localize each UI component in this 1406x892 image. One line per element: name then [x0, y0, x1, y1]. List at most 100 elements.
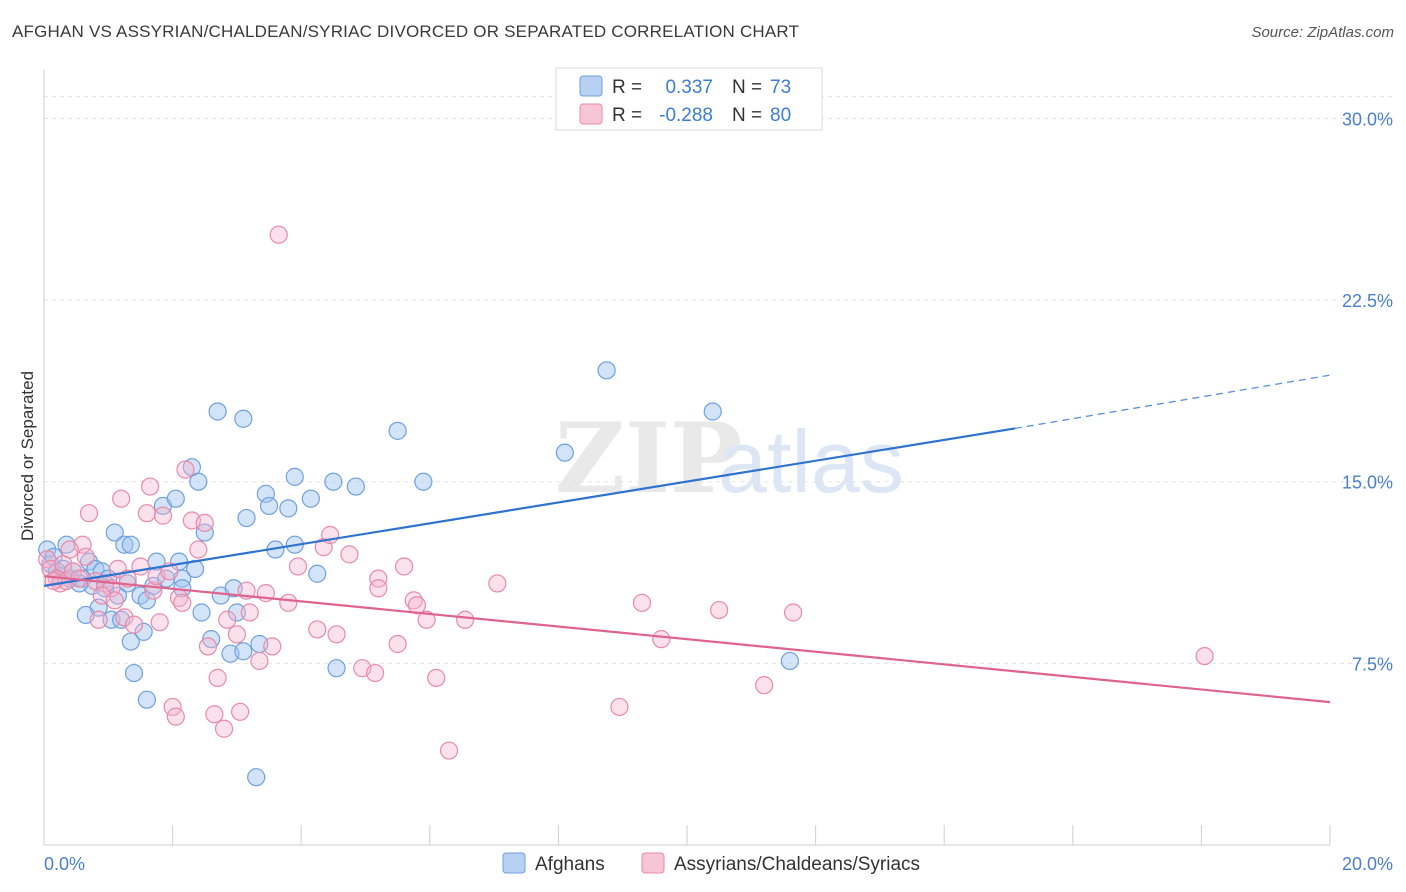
afghan-point-17	[115, 535, 134, 554]
assyrian-point-70	[632, 593, 652, 612]
watermark: ZIP atlas	[555, 402, 904, 515]
afghan-point-55	[308, 564, 327, 583]
assyrian-point-48	[269, 225, 288, 244]
assyrian-point-22	[140, 477, 160, 496]
assyrian-point-36	[198, 637, 218, 656]
assyrian-point-62	[404, 591, 423, 610]
afghan-trend-extension	[1014, 374, 1331, 430]
afghan-point-61	[555, 443, 574, 462]
assyrian-point-20	[131, 557, 150, 576]
bottom-legend-afghans: Afghans	[535, 854, 605, 875]
y-tick-label-1: 15.0%	[1342, 473, 1393, 493]
assyrian-point-17	[115, 608, 134, 627]
afghan-point-42	[227, 603, 246, 622]
assyrian-point-60	[388, 634, 407, 654]
assyrian-point-19	[124, 615, 144, 634]
afghan-point-15	[105, 523, 124, 542]
y-tick-label-0: 7.5%	[1352, 654, 1393, 674]
assyrian-point-31	[173, 593, 192, 612]
afghan-point-6	[57, 535, 76, 554]
afghan-point-0	[38, 540, 57, 559]
assyrian-point-47	[263, 637, 282, 656]
afghan-point-35	[192, 603, 211, 622]
watermark-zip: ZIP	[555, 402, 742, 515]
y-axis-label: Divorced or Separated	[18, 371, 37, 541]
afghan-point-67	[137, 690, 156, 709]
legend-r-label-1: R =	[612, 77, 642, 98]
assyrian-point-29	[166, 707, 185, 726]
legend-swatch-blue	[579, 75, 603, 97]
legend-r-value-2: -0.288	[659, 105, 713, 126]
tick-labels: 7.5% 15.0% 22.5% 30.0% 0.0% 20.0%	[44, 109, 1393, 874]
assyrian-point-21	[137, 504, 156, 523]
assyrian-point-50	[288, 557, 308, 576]
assyrian-point-76	[44, 571, 63, 591]
y-tick-label-3: 30.0%	[1342, 109, 1393, 129]
x-tick-label-1: 20.0%	[1342, 854, 1393, 874]
afghan-point-43	[234, 642, 253, 661]
assyrian-point-57	[366, 663, 385, 683]
legend-n-label-1: N =	[732, 77, 762, 98]
afghan-point-63	[703, 402, 722, 421]
assyrian-point-71	[652, 630, 671, 649]
assyrian-point-61	[394, 557, 414, 576]
afghan-point-58	[346, 477, 365, 496]
assyrian-point-9	[76, 547, 95, 566]
afghan-point-34	[189, 472, 208, 491]
afghan-point-45	[237, 508, 256, 528]
bottom-legend-swatch-assyrians	[641, 852, 665, 874]
legend-n-label-2: N =	[732, 105, 762, 126]
assyrian-point-32	[176, 460, 195, 479]
assyrian-point-10	[79, 504, 99, 523]
grid-lines	[44, 96, 1392, 664]
chart-title: AFGHAN VS ASSYRIAN/CHALDEAN/SYRIAC DIVOR…	[12, 22, 800, 41]
assyrian-point-34	[189, 540, 208, 559]
afghan-point-56	[324, 472, 343, 491]
afghan-point-44	[234, 409, 253, 428]
assyrian-point-68	[488, 574, 507, 593]
bottom-legend: Afghans Assyrians/Chaldeans/Syriacs	[502, 852, 920, 875]
afghan-point-60	[414, 472, 433, 491]
assyrian-point-51	[308, 620, 327, 639]
source-label: Source: ZipAtlas.com	[1251, 24, 1394, 41]
assyrian-point-39	[214, 719, 234, 738]
bottom-legend-swatch-afghans	[502, 852, 526, 874]
afghan-point-49	[259, 496, 279, 516]
assyrian-point-65	[427, 668, 446, 687]
assyrian-point-44	[240, 603, 259, 622]
afghan-point-36	[195, 523, 214, 542]
assyrian-point-74	[783, 603, 803, 622]
assyrian-point-28	[163, 697, 182, 717]
assyrian-point-59	[369, 579, 388, 598]
assyrian-point-41	[227, 625, 246, 644]
assyrian-point-54	[327, 625, 346, 644]
legend-swatch-pink	[579, 103, 603, 125]
assyrian-point-49	[279, 593, 298, 612]
assyrian-point-66	[439, 741, 459, 760]
assyrian-point-72	[710, 600, 729, 620]
afghan-trend-line	[43, 427, 1016, 587]
legend-r-value-1: 0.337	[665, 77, 713, 98]
bottom-legend-assyrians: Assyrians/Chaldeans/Syriacs	[674, 854, 920, 875]
assyrian-point-67	[456, 610, 475, 629]
assyrian-point-25	[150, 613, 169, 632]
legend-box: R = 0.337 N = 73 R = -0.288 N = 80	[555, 67, 823, 131]
assyrian-trend-line	[43, 575, 1331, 704]
afghan-point-18	[121, 535, 140, 554]
afghan-point-38	[208, 402, 227, 421]
afghan-point-66	[124, 663, 144, 683]
trend-lines	[43, 374, 1331, 704]
afghan-point-57	[327, 659, 346, 678]
assyrian-point-58	[369, 569, 388, 588]
afghan-point-54	[301, 489, 320, 508]
assyrian-point-37	[205, 705, 224, 724]
assyrian-point-55	[340, 545, 359, 564]
y-tick-label-2: 22.5%	[1342, 291, 1393, 311]
assyrian-point-69	[610, 697, 629, 717]
axes	[43, 70, 1331, 846]
assyrian-point-16	[112, 489, 131, 508]
x-tick-label-0: 0.0%	[44, 854, 85, 874]
assyrian-point-26	[153, 506, 173, 525]
afghan-point-52	[285, 467, 304, 486]
